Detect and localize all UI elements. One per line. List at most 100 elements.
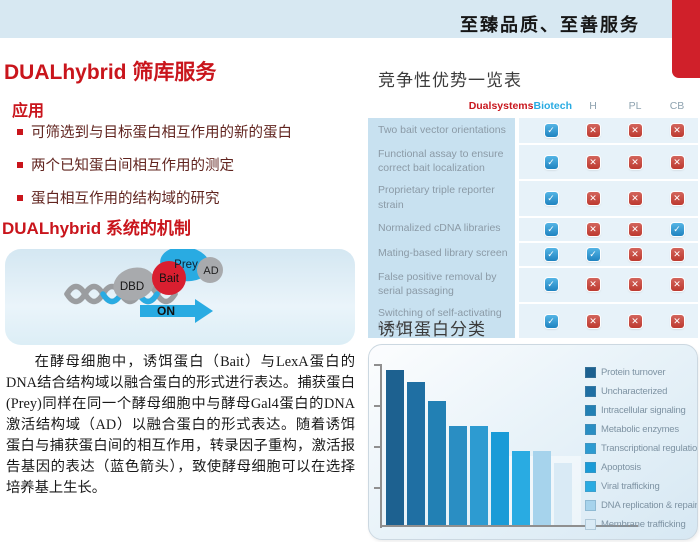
- bar-2: [428, 401, 446, 525]
- cross-cell: ✕: [656, 278, 698, 292]
- legend-item: Viral trafficking: [585, 481, 697, 492]
- row-values: ✓ ✕ ✕ ✕: [515, 179, 698, 216]
- chart-x-axis: [380, 525, 638, 527]
- row-values: ✓ ✕ ✕ ✕: [515, 118, 698, 143]
- legend-item: Apoptosis: [585, 462, 697, 473]
- check-icon: ✓: [670, 222, 684, 236]
- dualhybrid-diagram-svg: ON Prey AD DBD Bait: [64, 246, 223, 323]
- column-header: PL: [628, 100, 642, 112]
- row-label: Two bait vector orientations: [368, 118, 515, 143]
- y-axis-tick: [374, 405, 380, 407]
- brand-logo: DualsystemsBiotech: [463, 100, 572, 112]
- legend-item: Protein turnover: [585, 367, 697, 378]
- cross-cell: ✕: [614, 247, 656, 261]
- row-label: Functional assay to ensure correct bait …: [368, 143, 515, 180]
- cross-cell: ✕: [656, 155, 698, 169]
- cross-icon: ✕: [628, 247, 642, 261]
- advantages-table: DualsystemsBiotech H PL CB Two bait vector…: [368, 94, 698, 339]
- cross-cell: ✕: [614, 124, 656, 137]
- dbd-label: DBD: [120, 281, 144, 293]
- cross-icon: ✕: [628, 222, 642, 236]
- y-axis-tick: [374, 487, 380, 489]
- table-body: Two bait vector orientations ✓ ✕ ✕ ✕ Function…: [368, 118, 698, 339]
- row-values: ✓ ✕ ✕ ✕: [515, 143, 698, 180]
- check-icon: ✓: [586, 247, 600, 261]
- chart-y-axis: [380, 364, 382, 528]
- dbd-blob-icon: [113, 267, 155, 301]
- cross-cell: ✕: [614, 222, 656, 236]
- cross-icon: ✕: [670, 314, 684, 328]
- y-axis-tick: [374, 364, 380, 366]
- table-competitor-columns: H PL CB: [572, 100, 698, 112]
- cross-cell: ✕: [656, 247, 698, 261]
- bait-classification-chart: Protein turnover Uncharacterized Intracell…: [368, 344, 698, 540]
- bullet-square-icon: [17, 128, 23, 135]
- legend-label: Protein turnover: [601, 367, 666, 378]
- cross-icon: ✕: [586, 155, 600, 169]
- table-row: Two bait vector orientations ✓ ✕ ✕ ✕: [368, 118, 698, 143]
- table-title: 竞争性优势一览表: [378, 71, 522, 90]
- bullet-square-icon: [17, 161, 23, 168]
- legend-swatch-icon: [585, 519, 596, 530]
- on-arrow-icon: [140, 299, 213, 323]
- mechanism-paragraph: 在酵母细胞中，诱饵蛋白（Bait）与LexA蛋白的DNA结合结构域以融合蛋白的形…: [6, 354, 355, 497]
- row-label: Switching of self-activating baits to: [368, 302, 515, 339]
- cross-cell: ✕: [572, 278, 614, 292]
- legend-item: Metabolic enzymes: [585, 424, 697, 435]
- cross-icon: ✕: [628, 124, 642, 137]
- table-row: Mating-based library screen ✓ ✓ ✕ ✕: [368, 240, 698, 266]
- cross-cell: ✕: [614, 192, 656, 206]
- cross-icon: ✕: [586, 124, 600, 137]
- application-text: 可筛选到与目标蛋白相互作用的新的蛋白: [31, 125, 292, 141]
- cross-icon: ✕: [670, 192, 684, 206]
- legend-item: Membrane trafficking: [585, 519, 697, 530]
- legend-swatch-icon: [585, 405, 596, 416]
- table-row: False positive removal by serial passagi…: [368, 265, 698, 303]
- check-cell: ✓: [656, 222, 698, 236]
- legend-item: Uncharacterized: [585, 386, 697, 397]
- row-label: Proprietary triple reporter strain: [368, 179, 515, 216]
- bar-4: [470, 426, 488, 525]
- bar-3: [449, 426, 467, 525]
- legend-label: Viral trafficking: [601, 481, 660, 492]
- applications-heading: 应用: [12, 103, 45, 120]
- cross-icon: ✕: [586, 222, 600, 236]
- ad-label: AD: [203, 265, 218, 277]
- chart-title: 诱饵蛋白分类: [378, 320, 486, 339]
- header-slogan: 至臻品质、至善服务: [460, 15, 640, 35]
- legend-label: DNA replication & repair: [601, 500, 698, 511]
- legend-swatch-icon: [585, 481, 596, 492]
- legend-swatch-icon: [585, 367, 596, 378]
- check-cell: ✓: [530, 278, 572, 292]
- legend-swatch-icon: [585, 462, 596, 473]
- legend-item: DNA replication & repair: [585, 500, 698, 511]
- on-label: ON: [157, 304, 175, 318]
- check-cell: ✓: [530, 124, 572, 137]
- brand-name-red: Dualsystems: [468, 100, 534, 112]
- column-header: H: [589, 100, 597, 112]
- prey-label: Prey: [174, 259, 198, 271]
- row-values: ✓ ✕ ✕ ✕: [515, 265, 698, 303]
- bar-7: [533, 451, 551, 525]
- bullet-square-icon: [17, 194, 23, 201]
- cross-cell: ✕: [572, 314, 614, 328]
- cross-cell: ✕: [656, 124, 698, 137]
- check-icon: ✓: [544, 278, 558, 292]
- legend-swatch-icon: [585, 386, 596, 397]
- check-cell: ✓: [572, 247, 614, 261]
- legend-label: Membrane trafficking: [601, 519, 686, 530]
- check-cell: ✓: [530, 222, 572, 236]
- cross-icon: ✕: [628, 314, 642, 328]
- header-bar: [0, 0, 700, 38]
- legend-item: Intracellular signaling: [585, 405, 697, 416]
- table-row: Switching of self-activating baits to ✓ ✕ ✕…: [368, 302, 698, 339]
- legend-label: Apoptosis: [601, 462, 641, 473]
- check-icon: ✓: [544, 222, 558, 236]
- bar-6: [512, 451, 530, 525]
- table-header: DualsystemsBiotech H PL CB: [368, 94, 698, 118]
- row-values: ✓ ✓ ✕ ✕: [515, 240, 698, 266]
- legend-swatch-icon: [585, 443, 596, 454]
- bar-0: [386, 370, 404, 525]
- table-row: Normalized cDNA libraries ✓ ✕ ✕ ✓: [368, 215, 698, 241]
